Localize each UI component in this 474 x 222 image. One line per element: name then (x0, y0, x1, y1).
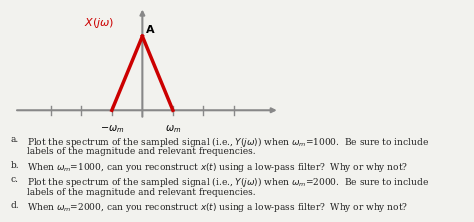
Text: Plot the spectrum of the sampled signal (i.e., $Y(j\omega)$) when $\omega_m$=100: Plot the spectrum of the sampled signal … (27, 135, 429, 149)
Text: $X(j\omega)$: $X(j\omega)$ (84, 16, 115, 30)
Text: A: A (146, 25, 155, 35)
Text: When $\omega_m$=2000, can you reconstruct $x(t)$ using a low-pass filter?  Why o: When $\omega_m$=2000, can you reconstruc… (27, 202, 409, 214)
Text: $\omega_m$: $\omega_m$ (165, 123, 181, 135)
Text: labels of the magnitude and relevant frequencies.: labels of the magnitude and relevant fre… (27, 188, 256, 196)
Text: Plot the spectrum of the sampled signal (i.e., $Y(j\omega)$) when $\omega_m$=200: Plot the spectrum of the sampled signal … (27, 175, 429, 189)
Text: $-\omega_m$: $-\omega_m$ (100, 123, 124, 135)
Text: a.: a. (10, 135, 18, 144)
Text: labels of the magnitude and relevant frequencies.: labels of the magnitude and relevant fre… (27, 147, 256, 157)
Text: c.: c. (10, 175, 18, 184)
Text: b.: b. (10, 161, 19, 170)
Text: When $\omega_m$=1000, can you reconstruct $x(t)$ using a low-pass filter?  Why o: When $\omega_m$=1000, can you reconstruc… (27, 161, 409, 174)
Text: d.: d. (10, 202, 19, 210)
